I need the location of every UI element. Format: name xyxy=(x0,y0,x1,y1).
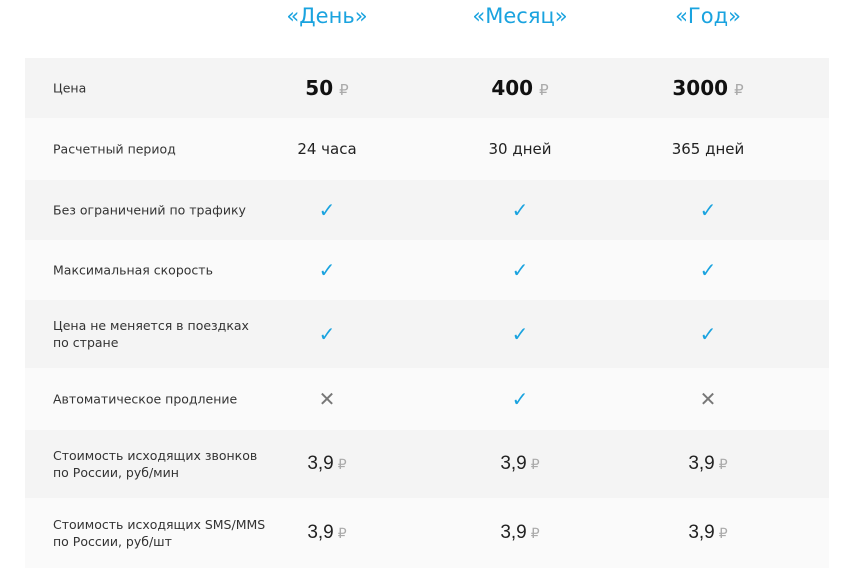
check-icon: ✓ xyxy=(318,198,336,222)
check-icon: ✓ xyxy=(318,258,336,282)
row-label: Без ограничений по трафику xyxy=(53,202,246,218)
check-icon: ✓ xyxy=(318,322,336,346)
plan-header-day: «День» xyxy=(286,4,368,28)
cell-month: 400 ₽ xyxy=(491,76,548,100)
cell-day: 50 ₽ xyxy=(305,76,348,100)
ruble-sign: ₽ xyxy=(530,525,540,541)
cell-value: 365 дней xyxy=(671,140,745,158)
row-label: Максимальная скорость xyxy=(53,262,213,278)
cross-icon: ✕ xyxy=(699,387,717,411)
plan-header-year: «Год» xyxy=(675,4,741,28)
row-label: Стоимость исходящих звонков по России, р… xyxy=(53,448,258,480)
row-label: Автоматическое продление xyxy=(53,391,238,407)
cell-day: 24 часа xyxy=(297,140,356,158)
table-row: Стоимость исходящих звонков по России, р… xyxy=(25,430,829,498)
cell-value: 3,9 xyxy=(688,522,715,543)
table-row: Стоимость исходящих SMS/MMS по России, р… xyxy=(25,498,829,568)
table-row: Без ограничений по трафику ✓ ✓ ✓ xyxy=(25,180,829,240)
cell-year: 3,9 ₽ xyxy=(688,453,727,475)
table-row: Расчетный период 24 часа 30 дней 365 дней xyxy=(25,118,829,180)
cell-value: 3,9 xyxy=(500,522,527,543)
cell-year: 3000 ₽ xyxy=(672,76,743,100)
ruble-sign: ₽ xyxy=(734,81,744,99)
ruble-sign: ₽ xyxy=(337,456,347,472)
cell-month: 3,9 ₽ xyxy=(500,453,539,475)
ruble-sign: ₽ xyxy=(539,81,549,99)
cell-value: 3000 xyxy=(672,76,729,100)
ruble-sign: ₽ xyxy=(718,456,728,472)
table-row: Автоматическое продление ✕ ✓ ✕ xyxy=(25,368,829,430)
tariff-comparison-table: Цена 50 ₽400 ₽3000 ₽ Расчетный период 24 часа 3… xyxy=(25,58,829,568)
cell-month: 30 дней xyxy=(488,140,551,158)
ruble-sign: ₽ xyxy=(530,456,540,472)
cell-day: 3,9 ₽ xyxy=(307,522,346,544)
plan-header-month: «Месяц» xyxy=(472,4,568,28)
cell-value: 24 часа xyxy=(297,140,357,158)
check-icon: ✓ xyxy=(511,198,529,222)
cell-value: 3,9 xyxy=(307,453,334,474)
cell-value: 3,9 xyxy=(307,522,334,543)
cell-year: 365 дней xyxy=(672,140,745,158)
cell-value: 50 xyxy=(305,76,334,100)
check-icon: ✓ xyxy=(699,198,717,222)
check-icon: ✓ xyxy=(511,322,529,346)
check-icon: ✓ xyxy=(511,387,529,411)
ruble-sign: ₽ xyxy=(339,81,349,99)
ruble-sign: ₽ xyxy=(337,525,347,541)
table-row: Цена 50 ₽400 ₽3000 ₽ xyxy=(25,58,829,118)
cell-month: 3,9 ₽ xyxy=(500,522,539,544)
cross-icon: ✕ xyxy=(318,387,336,411)
row-label: Цена xyxy=(53,80,87,96)
cell-value: 3,9 xyxy=(688,453,715,474)
ruble-sign: ₽ xyxy=(718,525,728,541)
cell-value: 30 дней xyxy=(488,140,552,158)
cell-value: 400 xyxy=(491,76,534,100)
row-label: Стоимость исходящих SMS/MMS по России, р… xyxy=(53,517,266,549)
row-label: Расчетный период xyxy=(53,141,176,157)
check-icon: ✓ xyxy=(511,258,529,282)
cell-year: 3,9 ₽ xyxy=(688,522,727,544)
cell-value: 3,9 xyxy=(500,453,527,474)
cell-day: 3,9 ₽ xyxy=(307,453,346,475)
table-row: Максимальная скорость ✓ ✓ ✓ xyxy=(25,240,829,300)
table-row: Цена не меняется в поездках по стране ✓ ✓ ✓ xyxy=(25,300,829,368)
check-icon: ✓ xyxy=(699,258,717,282)
row-label: Цена не меняется в поездках по стране xyxy=(53,318,249,350)
check-icon: ✓ xyxy=(699,322,717,346)
